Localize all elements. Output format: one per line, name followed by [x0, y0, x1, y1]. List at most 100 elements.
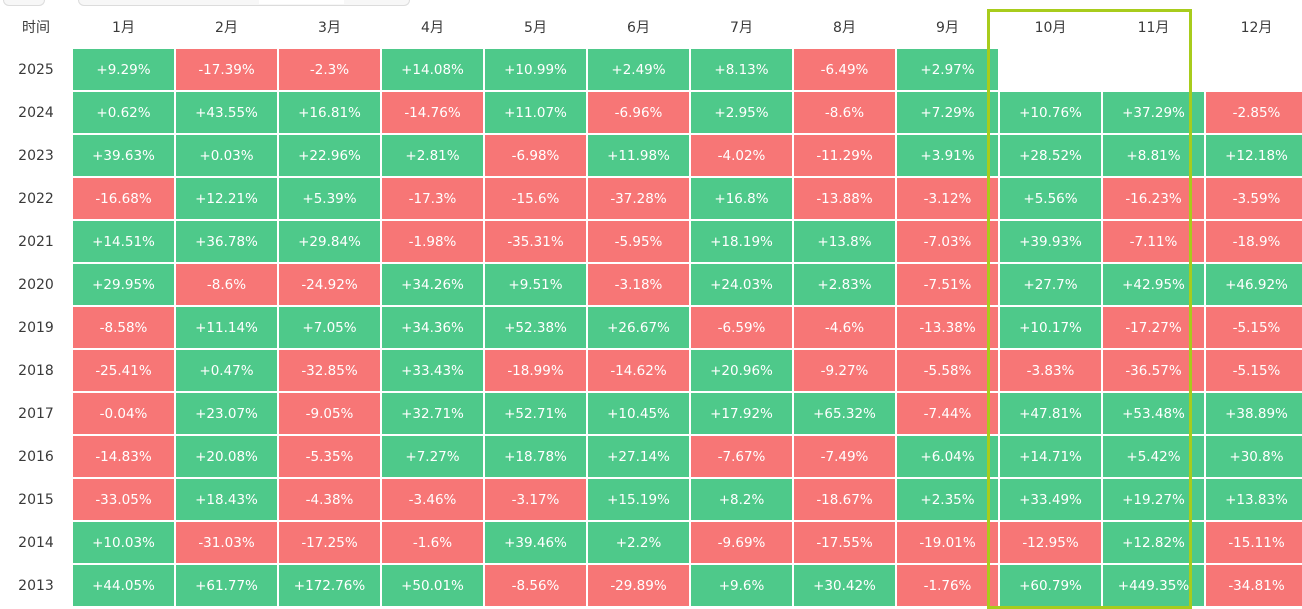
- heatmap-cell: -5.15%: [1206, 350, 1302, 391]
- heatmap-cell: -8.56%: [485, 565, 586, 606]
- heatmap-cell: -4.38%: [279, 479, 380, 520]
- month-header: 12月: [1240, 20, 1273, 36]
- heatmap-cell: -9.69%: [691, 522, 792, 563]
- heatmap-cell: +11.07%: [485, 92, 586, 133]
- heatmap-cell: +53.48%: [1103, 393, 1204, 434]
- heatmap-cell: +8.81%: [1103, 135, 1204, 176]
- heatmap-cell: +37.29%: [1103, 92, 1204, 133]
- heatmap-cell: +24.03%: [691, 264, 792, 305]
- heatmap-cell: +17.92%: [691, 393, 792, 434]
- heatmap-cell: +11.98%: [588, 135, 689, 176]
- heatmap-cell: -31.03%: [176, 522, 277, 563]
- heatmap-cell: -17.39%: [176, 49, 277, 90]
- heatmap-cell: [1000, 49, 1101, 90]
- heatmap-cell: +172.76%: [279, 565, 380, 606]
- heatmap-cell: +2.81%: [382, 135, 483, 176]
- heatmap-cell: +30.8%: [1206, 436, 1302, 477]
- heatmap-cell: +10.45%: [588, 393, 689, 434]
- heatmap-cell: +12.18%: [1206, 135, 1302, 176]
- heatmap-cell: +22.96%: [279, 135, 380, 176]
- heatmap-cell: +10.99%: [485, 49, 586, 90]
- heatmap-cell: +0.62%: [73, 92, 174, 133]
- month-header: 2月: [215, 20, 238, 36]
- heatmap-cell: +0.03%: [176, 135, 277, 176]
- heatmap-cell: +3.91%: [897, 135, 998, 176]
- heatmap-cell: -5.95%: [588, 221, 689, 262]
- heatmap-cell: +10.03%: [73, 522, 174, 563]
- heatmap-cell: +5.39%: [279, 178, 380, 219]
- heatmap-cell: -8.6%: [794, 92, 895, 133]
- heatmap-cell: -17.25%: [279, 522, 380, 563]
- heatmap-cell: +2.35%: [897, 479, 998, 520]
- heatmap-cell: +449.35%: [1103, 565, 1204, 606]
- heatmap-cell: -16.23%: [1103, 178, 1204, 219]
- heatmap-cell: -5.35%: [279, 436, 380, 477]
- year-label: 2017: [18, 405, 54, 422]
- heatmap-cell: +60.79%: [1000, 565, 1101, 606]
- heatmap-cell: +50.01%: [382, 565, 483, 606]
- month-header: 1月: [112, 20, 135, 36]
- heatmap-cell: +2.97%: [897, 49, 998, 90]
- heatmap-cell: -8.58%: [73, 307, 174, 348]
- year-label: 2016: [18, 448, 54, 465]
- heatmap-cell: -0.04%: [73, 393, 174, 434]
- heatmap-cell: -4.6%: [794, 307, 895, 348]
- heatmap-cell: +9.6%: [691, 565, 792, 606]
- heatmap-cell: +30.42%: [794, 565, 895, 606]
- heatmap-cell: +2.2%: [588, 522, 689, 563]
- year-label: 2013: [18, 577, 54, 594]
- heatmap-cell: +18.19%: [691, 221, 792, 262]
- heatmap-cell: +20.08%: [176, 436, 277, 477]
- month-header: 8月: [833, 20, 856, 36]
- heatmap-cell: +16.8%: [691, 178, 792, 219]
- heatmap-cell: -1.76%: [897, 565, 998, 606]
- heatmap-cell: +10.76%: [1000, 92, 1101, 133]
- heatmap-cell: +33.43%: [382, 350, 483, 391]
- heatmap-cell: -6.98%: [485, 135, 586, 176]
- top-tab-active[interactable]: [259, 0, 344, 4]
- heatmap-cell: +15.19%: [588, 479, 689, 520]
- heatmap-cell: +16.81%: [279, 92, 380, 133]
- heatmap-cell: +39.46%: [485, 522, 586, 563]
- heatmap-cell: +34.26%: [382, 264, 483, 305]
- heatmap-cell: -2.3%: [279, 49, 380, 90]
- heatmap-cell: -13.38%: [897, 307, 998, 348]
- heatmap-cell: -3.46%: [382, 479, 483, 520]
- heatmap-cell: -3.17%: [485, 479, 586, 520]
- year-label: 2014: [18, 534, 54, 551]
- heatmap-cell: -3.18%: [588, 264, 689, 305]
- heatmap-cell: -14.62%: [588, 350, 689, 391]
- heatmap-cell: -9.27%: [794, 350, 895, 391]
- heatmap-cell: +36.78%: [176, 221, 277, 262]
- heatmap-cell: +32.71%: [382, 393, 483, 434]
- heatmap-cell: +52.38%: [485, 307, 586, 348]
- heatmap-cell: -6.96%: [588, 92, 689, 133]
- heatmap-cell: -14.76%: [382, 92, 483, 133]
- heatmap-cell: +13.83%: [1206, 479, 1302, 520]
- heatmap-cell: -4.02%: [691, 135, 792, 176]
- year-label: 2023: [18, 147, 54, 164]
- heatmap-cell: +12.21%: [176, 178, 277, 219]
- heatmap-cell: +27.7%: [1000, 264, 1101, 305]
- heatmap-cell: +26.67%: [588, 307, 689, 348]
- heatmap-cell: -6.49%: [794, 49, 895, 90]
- heatmap-cell: +19.27%: [1103, 479, 1204, 520]
- heatmap-cell: +7.29%: [897, 92, 998, 133]
- heatmap-cell: [1103, 49, 1204, 90]
- year-label: 2021: [18, 233, 54, 250]
- heatmap-cell: -18.67%: [794, 479, 895, 520]
- heatmap-cell: +20.96%: [691, 350, 792, 391]
- heatmap-cell: +38.89%: [1206, 393, 1302, 434]
- heatmap-cell: -19.01%: [897, 522, 998, 563]
- heatmap-cell: +9.51%: [485, 264, 586, 305]
- heatmap-cell: -25.41%: [73, 350, 174, 391]
- heatmap-cell: +12.82%: [1103, 522, 1204, 563]
- year-label: 2025: [18, 61, 54, 78]
- heatmap-cell: [1206, 49, 1302, 90]
- corner-header: 时间: [22, 20, 50, 36]
- monthly-returns-heatmap: 时间 1月 2月 3月 4月 5月 6月 7月 8月 9月 10月 11月 12月 2025 +9.29%…: [18, 20, 1302, 606]
- year-label: 2019: [18, 319, 54, 336]
- heatmap-cell: +39.93%: [1000, 221, 1101, 262]
- heatmap-cell: -3.59%: [1206, 178, 1302, 219]
- heatmap-cell: -16.68%: [73, 178, 174, 219]
